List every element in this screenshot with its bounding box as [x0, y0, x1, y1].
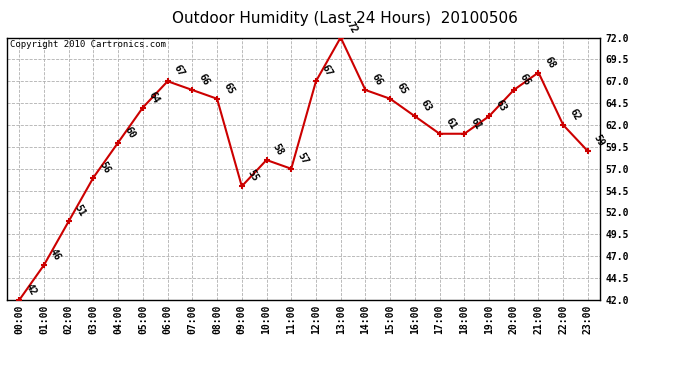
- Text: 59: 59: [592, 133, 607, 148]
- Text: 51: 51: [73, 203, 88, 219]
- Text: 63: 63: [493, 98, 508, 114]
- Text: 65: 65: [221, 81, 236, 96]
- Text: 66: 66: [518, 72, 533, 87]
- Text: 65: 65: [394, 81, 409, 96]
- Text: 72: 72: [345, 20, 359, 35]
- Text: 66: 66: [370, 72, 384, 87]
- Text: 61: 61: [469, 116, 483, 131]
- Text: 67: 67: [172, 63, 186, 78]
- Text: 56: 56: [97, 159, 112, 175]
- Text: 58: 58: [270, 142, 285, 157]
- Text: 61: 61: [444, 116, 458, 131]
- Text: 55: 55: [246, 168, 261, 183]
- Text: Outdoor Humidity (Last 24 Hours)  20100506: Outdoor Humidity (Last 24 Hours) 2010050…: [172, 11, 518, 26]
- Text: 63: 63: [419, 98, 433, 114]
- Text: Copyright 2010 Cartronics.com: Copyright 2010 Cartronics.com: [10, 40, 166, 49]
- Text: 57: 57: [295, 151, 310, 166]
- Text: 64: 64: [147, 90, 161, 105]
- Text: 62: 62: [567, 107, 582, 122]
- Text: 66: 66: [197, 72, 211, 87]
- Text: 60: 60: [122, 124, 137, 140]
- Text: 46: 46: [48, 247, 63, 262]
- Text: 42: 42: [23, 282, 38, 297]
- Text: 67: 67: [320, 63, 335, 78]
- Text: 68: 68: [542, 54, 558, 70]
